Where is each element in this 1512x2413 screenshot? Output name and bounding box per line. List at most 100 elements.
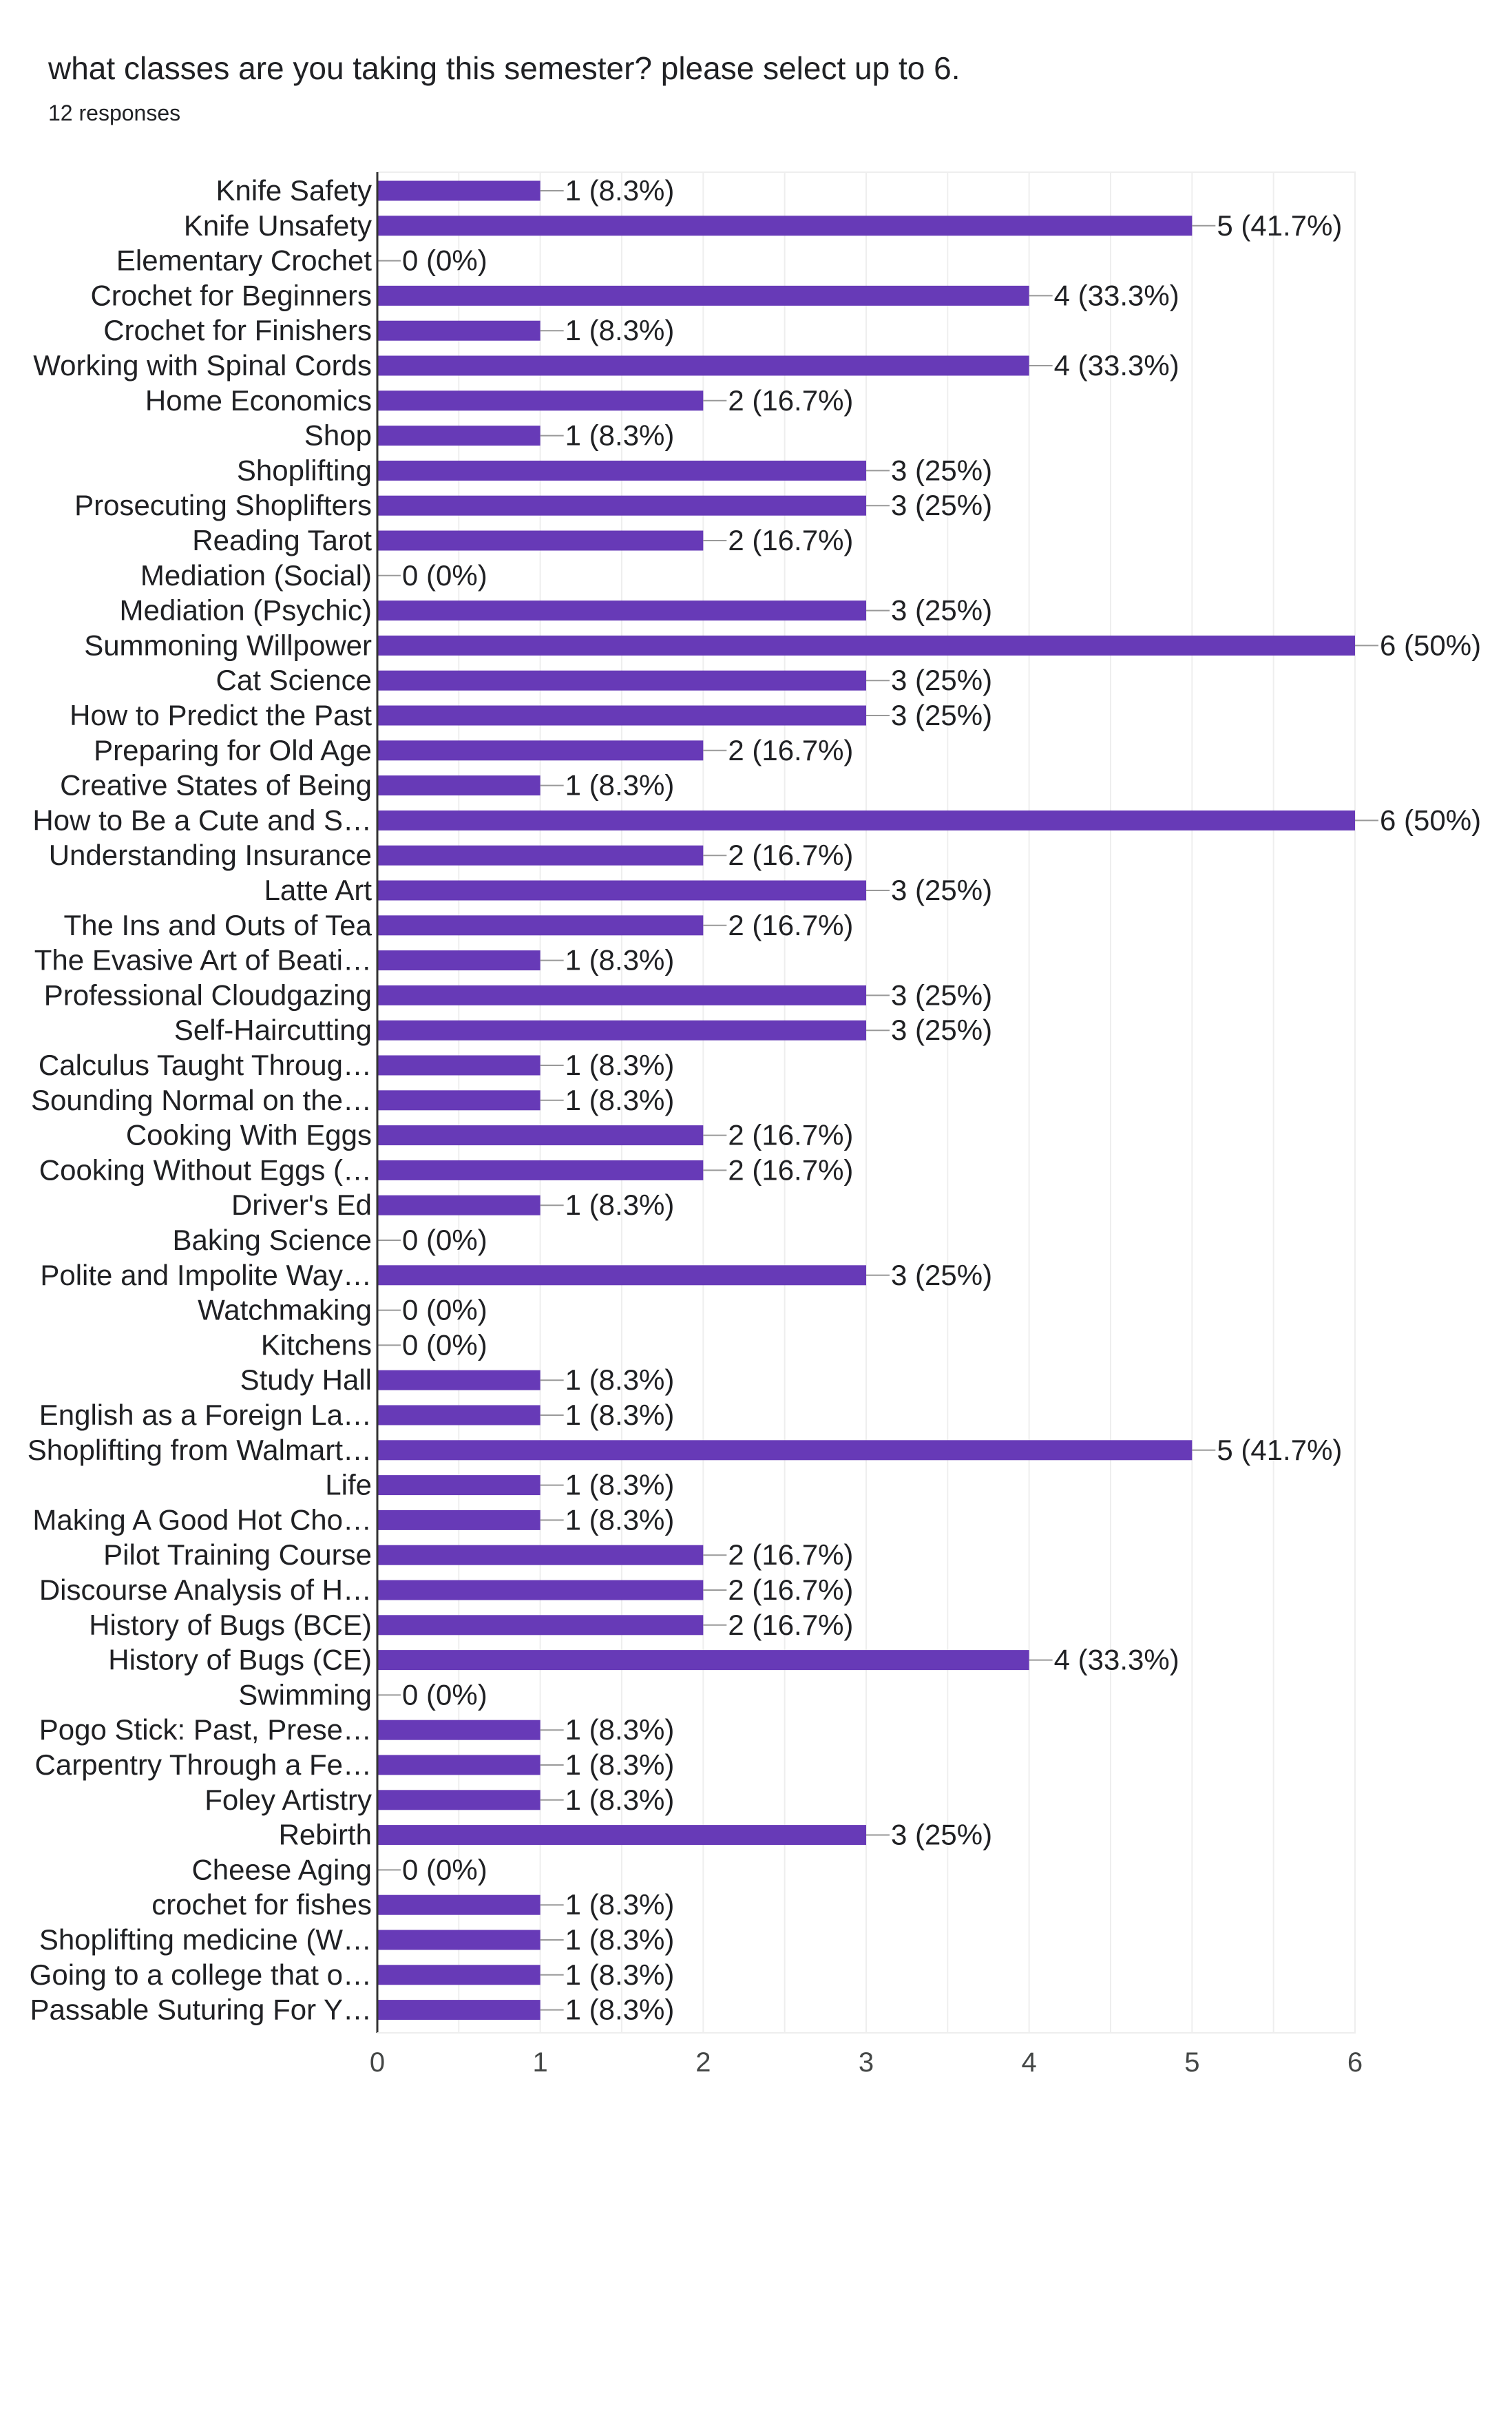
bar xyxy=(377,1894,540,1915)
bar xyxy=(377,2000,540,2020)
category-label: Reading Tarot xyxy=(192,524,372,556)
bar xyxy=(377,390,704,411)
value-label: 3 (25%) xyxy=(891,664,992,696)
category-label: Polite and Impolite Way… xyxy=(40,1259,372,1291)
bar xyxy=(377,1195,540,1215)
value-label: 1 (8.3%) xyxy=(565,1958,675,1991)
bar xyxy=(377,1615,704,1636)
category-label: Creative States of Being xyxy=(60,769,372,802)
bar xyxy=(377,1475,540,1496)
bar xyxy=(377,495,866,516)
bar xyxy=(377,1090,540,1111)
category-label: Knife Safety xyxy=(216,174,372,207)
category-label: Elementary Crochet xyxy=(116,244,372,277)
category-label: Latte Art xyxy=(264,874,372,906)
value-label: 1 (8.3%) xyxy=(565,1888,675,1921)
value-label: 4 (33.3%) xyxy=(1054,1644,1179,1676)
category-label: History of Bugs (BCE) xyxy=(89,1609,372,1641)
value-label: 3 (25%) xyxy=(891,489,992,521)
category-label: How to Be a Cute and S… xyxy=(32,804,372,836)
x-tick-label: 4 xyxy=(1022,2047,1037,2078)
bar xyxy=(377,1650,1029,1671)
value-label: 1 (8.3%) xyxy=(565,174,675,207)
bar xyxy=(377,180,540,201)
category-label: Driver's Ed xyxy=(231,1189,372,1221)
value-label: 2 (16.7%) xyxy=(728,1119,853,1151)
category-label: How to Predict the Past xyxy=(70,699,372,731)
category-label: Summoning Willpower xyxy=(84,629,372,661)
category-label: Passable Suturing For Y… xyxy=(30,1994,372,2026)
value-label: 1 (8.3%) xyxy=(565,1713,675,1746)
value-label: 0 (0%) xyxy=(402,1224,487,1256)
value-label: 0 (0%) xyxy=(402,1328,487,1361)
category-label: Self-Haircutting xyxy=(174,1014,372,1046)
bar xyxy=(377,1510,540,1530)
bar xyxy=(377,1930,540,1950)
category-label: Discourse Analysis of H… xyxy=(39,1574,372,1606)
value-label: 0 (0%) xyxy=(402,1853,487,1886)
category-label: Swimming xyxy=(238,1678,372,1711)
bar xyxy=(377,775,540,796)
bar xyxy=(377,985,866,1005)
value-label: 2 (16.7%) xyxy=(728,384,853,417)
category-label: Understanding Insurance xyxy=(49,839,372,871)
bar xyxy=(377,740,704,761)
category-label: English as a Foreign La… xyxy=(39,1399,372,1431)
category-label: Prosecuting Shoplifters xyxy=(74,489,372,521)
bar xyxy=(377,1545,704,1565)
value-label: 1 (8.3%) xyxy=(565,1994,675,2026)
value-label: 0 (0%) xyxy=(402,244,487,277)
category-label: Shop xyxy=(304,419,372,452)
value-label: 3 (25%) xyxy=(891,1819,992,1851)
category-label: Life xyxy=(325,1469,372,1501)
bar xyxy=(377,845,704,866)
category-label: Cheese Aging xyxy=(191,1853,372,1886)
bar xyxy=(377,705,866,726)
bar xyxy=(377,285,1029,306)
bar xyxy=(377,355,1029,376)
category-label: Pilot Training Course xyxy=(103,1538,372,1571)
bar xyxy=(377,1160,704,1180)
category-label: The Evasive Art of Beati… xyxy=(34,944,372,976)
bar xyxy=(377,915,704,936)
value-label: 3 (25%) xyxy=(891,874,992,906)
value-label: 2 (16.7%) xyxy=(728,839,853,871)
value-label: 0 (0%) xyxy=(402,559,487,592)
bar xyxy=(377,320,540,341)
bar xyxy=(377,1825,866,1846)
value-label: 1 (8.3%) xyxy=(565,1784,675,1816)
value-label: 1 (8.3%) xyxy=(565,1469,675,1501)
category-label: Cooking Without Eggs (… xyxy=(39,1153,372,1186)
value-label: 1 (8.3%) xyxy=(565,314,675,346)
category-label: Calculus Taught Throug… xyxy=(39,1049,372,1081)
x-tick-label: 0 xyxy=(370,2047,385,2078)
x-tick-label: 5 xyxy=(1184,2047,1199,2078)
value-label: 2 (16.7%) xyxy=(728,1153,853,1186)
bar xyxy=(377,1125,704,1146)
category-label: Professional Cloudgazing xyxy=(44,979,372,1011)
value-label: 1 (8.3%) xyxy=(565,1049,675,1081)
category-label: Mediation (Social) xyxy=(140,559,372,592)
category-label: Watchmaking xyxy=(198,1294,372,1326)
category-label: Kitchens xyxy=(261,1328,372,1361)
category-label: Foley Artistry xyxy=(204,1784,372,1816)
value-label: 2 (16.7%) xyxy=(728,1609,853,1641)
value-label: 1 (8.3%) xyxy=(565,769,675,802)
value-label: 3 (25%) xyxy=(891,699,992,731)
value-label: 2 (16.7%) xyxy=(728,524,853,556)
category-label: Home Economics xyxy=(145,384,372,417)
value-label: 1 (8.3%) xyxy=(565,1189,675,1221)
bar xyxy=(377,670,866,691)
category-label: Carpentry Through a Fe… xyxy=(35,1748,372,1781)
bar xyxy=(377,1440,1193,1461)
category-label: Shoplifting xyxy=(237,454,372,486)
x-tick-label: 3 xyxy=(859,2047,874,2078)
value-label: 2 (16.7%) xyxy=(728,909,853,941)
category-label: Going to a college that o… xyxy=(30,1958,372,1991)
bar xyxy=(377,1265,866,1286)
category-label: Shoplifting from Walmart… xyxy=(28,1434,372,1466)
value-label: 4 (33.3%) xyxy=(1054,279,1179,311)
category-label: Cat Science xyxy=(216,664,372,696)
bar xyxy=(377,1580,704,1600)
bar xyxy=(377,530,704,551)
